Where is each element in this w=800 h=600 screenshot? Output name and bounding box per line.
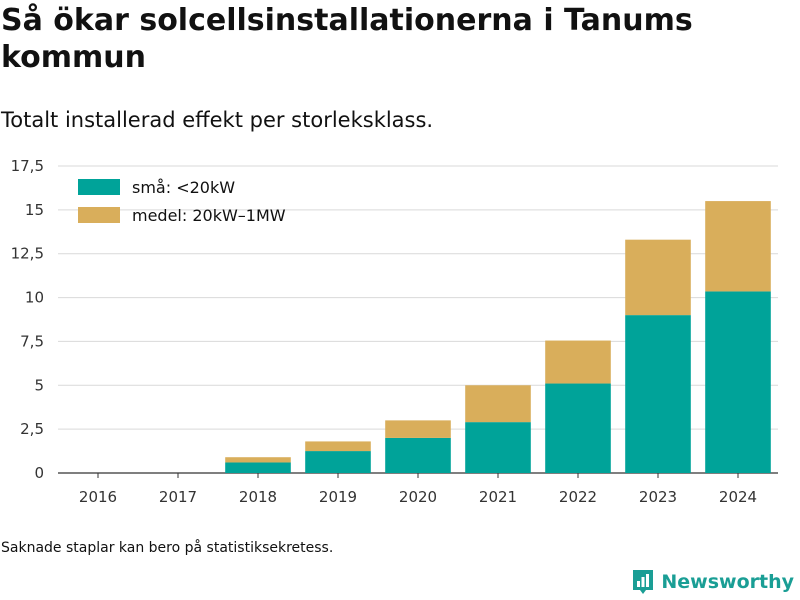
chart-subtitle: Totalt installerad effekt per storlekskl… [1, 108, 434, 132]
y-tick-label: 7,5 [20, 332, 44, 350]
y-tick-label: 10 [25, 289, 44, 307]
x-tick-label: 2024 [719, 488, 757, 506]
x-tick-label: 2022 [559, 488, 597, 506]
bar-segment-medel[interactable] [225, 457, 291, 463]
y-tick-label: 12,5 [11, 245, 44, 263]
brand-logo[interactable]: Newsworthy [631, 568, 794, 596]
bar-segment-sma[interactable] [385, 437, 451, 473]
x-tick-label: 2020 [399, 488, 437, 506]
legend-swatch [78, 179, 120, 195]
stacked-bar-chart: 0 2,5 5 7,5 10 12,5 15 17,5 2016 2017 2018 2019 202… [11, 157, 778, 506]
bars [225, 201, 771, 473]
bar-segment-sma[interactable] [305, 451, 371, 473]
legend: små: <20kW medel: 20kW–1MW [78, 178, 286, 225]
x-tick-label: 2017 [159, 488, 197, 506]
legend-label: små: <20kW [132, 178, 235, 197]
newsworthy-logo-icon [633, 570, 654, 594]
y-tick-label: 0 [34, 464, 44, 482]
bar-segment-medel[interactable] [305, 441, 371, 452]
x-tick-label: 2019 [319, 488, 357, 506]
bar-segment-medel[interactable] [625, 239, 691, 316]
footnote: Saknade staplar kan bero på statistiksek… [1, 540, 334, 556]
bar-segment-sma[interactable] [705, 291, 771, 473]
y-tick-label: 5 [34, 376, 44, 394]
bar-segment-sma[interactable] [465, 422, 531, 473]
legend-label: medel: 20kW–1MW [132, 206, 286, 225]
x-axis-ticks: 2016 2017 2018 2019 2020 2021 2022 2023 2024 [79, 473, 757, 506]
y-tick-label: 15 [25, 201, 44, 219]
bar-segment-medel[interactable] [545, 340, 611, 384]
bar-segment-sma[interactable] [545, 383, 611, 473]
legend-swatch [78, 207, 120, 223]
y-tick-label: 2,5 [20, 420, 44, 438]
bar-segment-sma[interactable] [625, 315, 691, 473]
bar-segment-medel[interactable] [385, 420, 451, 438]
chart-title: Så ökar solcellsinstallationerna i Tanum… [1, 3, 693, 75]
y-tick-label: 17,5 [11, 157, 44, 175]
y-axis-ticks: 0 2,5 5 7,5 10 12,5 15 17,5 [11, 157, 44, 482]
x-tick-label: 2018 [239, 488, 277, 506]
brand-name: Newsworthy [661, 571, 794, 593]
x-tick-label: 2021 [479, 488, 517, 506]
bar-segment-medel[interactable] [705, 201, 771, 292]
bar-segment-sma[interactable] [225, 462, 291, 473]
bar-segment-medel[interactable] [465, 385, 531, 423]
x-tick-label: 2023 [639, 488, 677, 506]
x-tick-label: 2016 [79, 488, 117, 506]
